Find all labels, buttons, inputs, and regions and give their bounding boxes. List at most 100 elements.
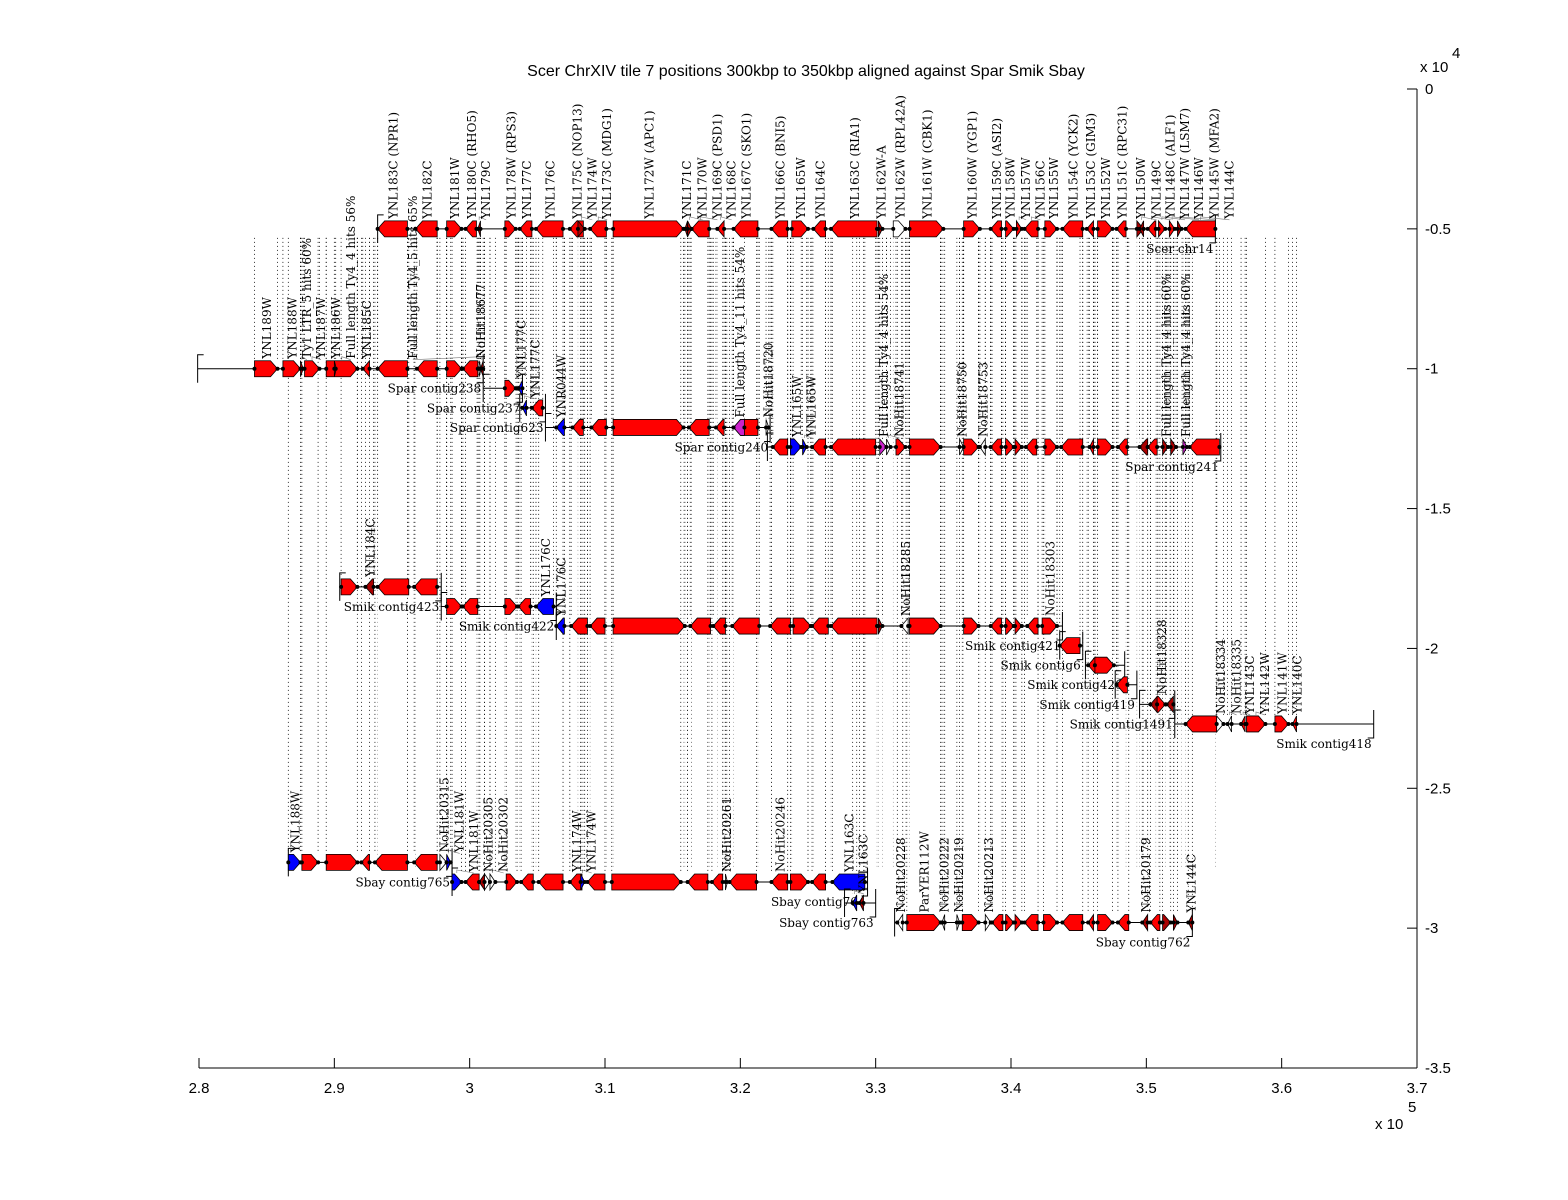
- y-tick-label: -3.5: [1425, 1060, 1451, 1077]
- gene-label: YNL156C: [1033, 160, 1047, 219]
- gene-label: Full length Ty4_4 hits 54%: [877, 274, 891, 437]
- gene-start-marker: [252, 366, 257, 371]
- gene-label: YNL180C (RHO5): [465, 110, 479, 220]
- gene-end-marker: [681, 425, 686, 430]
- x-tick-label: 3.4: [1001, 1080, 1022, 1097]
- label-leader-line: [492, 869, 504, 874]
- gene-label: NoHit20179: [1139, 838, 1153, 913]
- gene-start-marker: [413, 226, 418, 231]
- gene-label: ParYER112W: [918, 831, 932, 913]
- gene-start-marker: [893, 445, 898, 450]
- gene-end-marker: [1111, 663, 1116, 668]
- gene-start-marker: [977, 445, 982, 450]
- gene-arrow: [1005, 220, 1015, 238]
- label-leader-line: [581, 216, 593, 221]
- gene-start-marker: [1160, 445, 1165, 450]
- gene-label: YNL183C (NPR1): [387, 112, 401, 220]
- gene-end-marker: [406, 584, 411, 589]
- gene-labels: YNL183C (NPR1) YNL182C YNL181W YNL180C (RHO…: [260, 95, 1305, 914]
- gene-end-marker: [888, 445, 893, 450]
- gene-arrow: [325, 854, 358, 871]
- gene-arrow: [416, 360, 438, 378]
- gene-label: NoHit20315: [437, 777, 451, 852]
- gene-end-marker: [755, 226, 760, 231]
- contig-start-bracket: [1114, 670, 1122, 699]
- contig-track: Scer chr14: [375, 214, 1218, 256]
- gene-start-marker: [830, 879, 835, 884]
- label-leader-line: [456, 869, 474, 874]
- gene-arrow: [1185, 715, 1218, 733]
- gene-end-marker: [355, 366, 360, 371]
- gene-arrow: [909, 220, 944, 238]
- gene-start-marker: [444, 860, 449, 865]
- gene-start-marker: [1003, 226, 1008, 231]
- y-exponent: 4: [1452, 45, 1460, 62]
- label-leader-line: [1018, 216, 1027, 221]
- gene-end-marker: [1126, 920, 1131, 925]
- gene-end-marker: [977, 226, 982, 231]
- gene-label: YNL176C: [554, 558, 568, 617]
- gene-end-marker: [1036, 920, 1041, 925]
- gene-arrow: [830, 438, 877, 456]
- gene-end-marker: [562, 425, 567, 430]
- gene-label: NoHit18303: [1044, 541, 1058, 616]
- gene-start-marker: [502, 604, 507, 609]
- gene-arrow: [1246, 715, 1266, 733]
- gene-arrow: [446, 598, 463, 615]
- gene-start-marker: [1145, 445, 1150, 450]
- gene-arrow: [589, 220, 607, 238]
- gene-end-marker: [742, 425, 747, 430]
- gene-arrow: [909, 617, 942, 635]
- gene-arrow: [504, 598, 518, 615]
- gene-start-marker: [1115, 920, 1120, 925]
- gene-end-marker: [561, 879, 566, 884]
- gene-start-marker: [907, 624, 912, 629]
- gene-label: YNL144C: [1222, 160, 1236, 219]
- gene-start-marker: [444, 366, 449, 371]
- gene-end-marker: [938, 624, 943, 629]
- gene-start-marker: [961, 226, 966, 231]
- gene-start-marker: [463, 226, 468, 231]
- gene-start-marker: [983, 920, 988, 925]
- gene-arrow: [535, 220, 564, 238]
- gene-label: NoHit18285: [899, 541, 913, 616]
- gene-start-marker: [1022, 226, 1027, 231]
- gene-start-marker: [884, 445, 889, 450]
- gene-start-marker: [1086, 920, 1091, 925]
- gene-end-marker: [317, 366, 322, 371]
- gene-arrow: [282, 360, 302, 378]
- gene-start-marker: [611, 226, 616, 231]
- gene-arrow: [413, 578, 438, 596]
- gene-arrow: [1043, 914, 1058, 931]
- gene-arrow: [612, 419, 685, 436]
- gene-start-marker: [990, 920, 995, 925]
- gene-end-marker: [880, 624, 885, 629]
- gene-start-marker: [960, 920, 965, 925]
- gene-label: YNL179C: [479, 160, 493, 219]
- gene-label: YNL141W: [1276, 652, 1290, 715]
- gene-end-marker: [1036, 226, 1041, 231]
- gene-start-marker: [554, 624, 559, 629]
- contig-label: Smik contig418: [1276, 737, 1371, 751]
- gene-start-marker: [460, 366, 465, 371]
- gene-label: YNL170W: [696, 157, 710, 220]
- gene-end-marker: [1229, 721, 1234, 726]
- label-leader-line: [1161, 216, 1185, 221]
- gene-end-marker: [355, 860, 360, 865]
- gene-arrow: [770, 873, 789, 891]
- gene-label: YNL169C (PSD1): [710, 114, 724, 220]
- gene-label: YNL181W: [453, 790, 467, 853]
- contig-label: Spar contig238: [388, 382, 482, 396]
- x-tick-label: 3.7: [1407, 1080, 1428, 1097]
- gene-end-marker: [524, 405, 529, 410]
- gene-start-marker: [709, 879, 714, 884]
- gene-end-marker: [561, 226, 566, 231]
- gene-start-marker: [961, 445, 966, 450]
- gene-label: NoHit20302: [497, 797, 511, 872]
- gene-label: YNL143C: [1243, 655, 1257, 714]
- gene-end-marker: [999, 226, 1004, 231]
- gene-start-marker: [1115, 445, 1120, 450]
- gene-end-marker: [540, 405, 545, 410]
- x-tick-label: 2.8: [189, 1080, 210, 1097]
- gene-arrow: [791, 220, 809, 238]
